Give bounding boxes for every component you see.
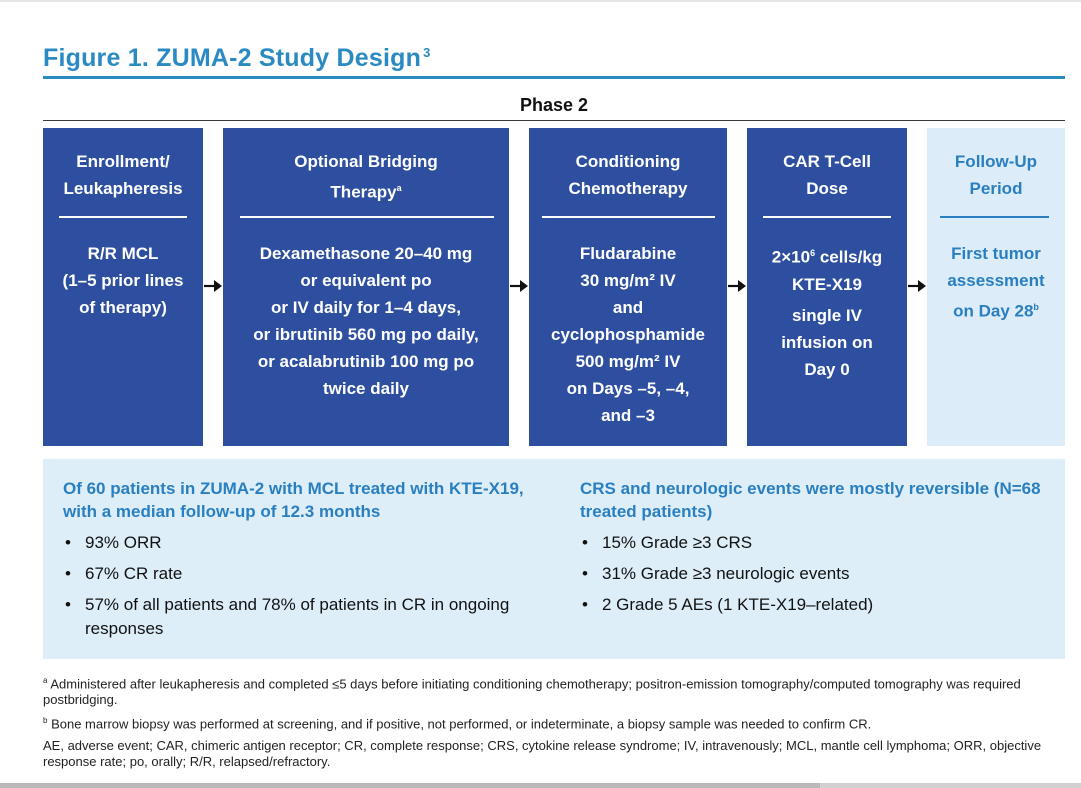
step-body-line: cyclophosphamide [551,325,705,344]
footnote-b: b Bone marrow biopsy was performed at sc… [43,716,872,732]
step-body-line: twice daily [323,379,409,398]
safety-heading: CRS and neurologic events were mostly re… [580,479,1041,521]
step-bridging-therapy: Optional Bridging Therapya Dexamethasone… [223,128,509,446]
step-body: 2×106 cells/kg KTE-X19 single IV infusio… [747,240,907,383]
step-body-line: 2×106 cells/kg [771,247,883,267]
step-heading-line: Leukapheresis [63,179,183,198]
abbreviations: AE, adverse event; CAR, chimeric antigen… [43,737,1042,769]
step-enrollment: Enrollment/ Leukapheresis R/R MCL (1–5 p… [43,128,203,446]
step-body: Fludarabine 30 mg/m² IV and cyclophospha… [529,240,727,429]
step-heading: Follow-Up Period [927,148,1065,202]
step-body-line: infusion on [781,332,873,352]
list-item: 57% of all patients and 78% of patients … [63,593,533,641]
exponent: 6 [810,248,816,258]
step-divider [763,216,891,218]
step-body-line: Dexamethasone 20–40 mg [259,244,473,263]
safety-summary: CRS and neurologic events were mostly re… [580,477,1050,624]
footnotes: a Administered after leukapheresis and c… [43,673,1065,775]
step-body-line: on Days –5, –4, [566,379,690,398]
step-body-line: or IV daily for 1–4 days, [271,298,461,317]
phase-label: Phase 2 [519,95,589,115]
step-divider [542,216,715,218]
phase-line [43,120,1065,121]
step-follow-up-period: Follow-Up Period First tumor assessment … [927,128,1065,446]
step-body-line: and [612,298,644,317]
footnote-mark-b: b [1033,302,1039,312]
step-heading: Optional Bridging Therapya [223,148,509,206]
results-summary-panel: Of 60 patients in ZUMA-2 with MCL treate… [43,459,1065,659]
step-heading-line: Dose [806,179,848,198]
title-underline [43,76,1065,79]
step-body-line: or acalabrutinib 100 mg po [257,352,475,371]
footnote-mark: a [43,676,48,685]
step-car-t-cell-dose: CAR T-Cell Dose 2×106 cells/kg KTE-X19 s… [747,128,907,446]
step-body-line: of therapy) [79,298,167,317]
step-divider [59,216,187,218]
title-reference: 3 [423,44,431,60]
step-body-line: 500 mg/m² IV [575,352,681,371]
step-body: First tumor assessment on Day 28b [927,240,1065,325]
step-heading: Enrollment/ Leukapheresis [43,148,203,202]
efficacy-list: 93% ORR 67% CR rate 57% of all patients … [63,531,533,641]
step-body-line: R/R MCL [87,244,159,263]
step-heading: Conditioning Chemotherapy [529,148,727,202]
safety-list: 15% Grade ≥3 CRS 31% Grade ≥3 neurologic… [580,531,1050,617]
footnote-a: a Administered after leukapheresis and c… [43,676,1021,708]
step-heading-line: Chemotherapy [568,179,688,198]
step-body-line: single IV [792,305,862,325]
arrow-right-icon [204,280,222,292]
list-item: 67% CR rate [63,562,533,586]
arrow-right-icon [728,280,746,292]
footnote-mark: b [43,716,48,726]
footnote-mark-a: a [396,183,402,193]
figure-title: Figure 1. ZUMA-2 Study Design 3 [43,44,431,72]
arrow-right-icon [510,280,528,292]
step-heading: CAR T-Cell Dose [747,148,907,202]
step-heading-line: Conditioning [575,152,681,171]
arrow-right-icon [908,280,926,292]
step-body: Dexamethasone 20–40 mg or equivalent po … [223,240,509,402]
step-heading-line: CAR T-Cell [783,152,871,171]
step-conditioning-chemotherapy: Conditioning Chemotherapy Fludarabine 30… [529,128,727,446]
efficacy-heading: Of 60 patients in ZUMA-2 with MCL treate… [63,479,524,521]
step-heading-line: Optional Bridging [294,152,438,171]
step-heading-line: Follow-Up [954,152,1038,171]
step-body-line: or equivalent po [300,271,432,290]
list-item: 15% Grade ≥3 CRS [580,531,1050,555]
step-heading-line: Period [969,179,1023,198]
efficacy-summary: Of 60 patients in ZUMA-2 with MCL treate… [63,477,533,648]
step-divider [940,216,1049,218]
top-border [0,0,1081,2]
step-divider [240,216,494,218]
list-item: 2 Grade 5 AEs (1 KTE-X19–related) [580,593,1050,617]
horizontal-scrollbar[interactable] [0,783,1081,788]
step-body-line: Fludarabine [579,244,677,263]
scrollbar-thumb[interactable] [0,783,820,788]
step-body-line: Day 0 [804,359,850,379]
step-body-line: assessment [947,271,1045,290]
step-body-line: 30 mg/m² IV [580,271,676,290]
step-body-line: or ibrutinib 560 mg po daily, [253,325,479,344]
step-body-line: on Day 28b [953,301,1039,321]
step-body-line: KTE-X19 [792,274,862,294]
step-body-line: and –3 [601,406,655,425]
step-body-line: (1–5 prior lines [62,271,184,290]
list-item: 93% ORR [63,531,533,555]
step-heading-line: Therapya [330,182,402,202]
step-body: R/R MCL (1–5 prior lines of therapy) [43,240,203,321]
list-item: 31% Grade ≥3 neurologic events [580,562,1050,586]
step-heading-line: Enrollment/ [76,152,170,171]
step-body-line: First tumor [951,244,1041,263]
